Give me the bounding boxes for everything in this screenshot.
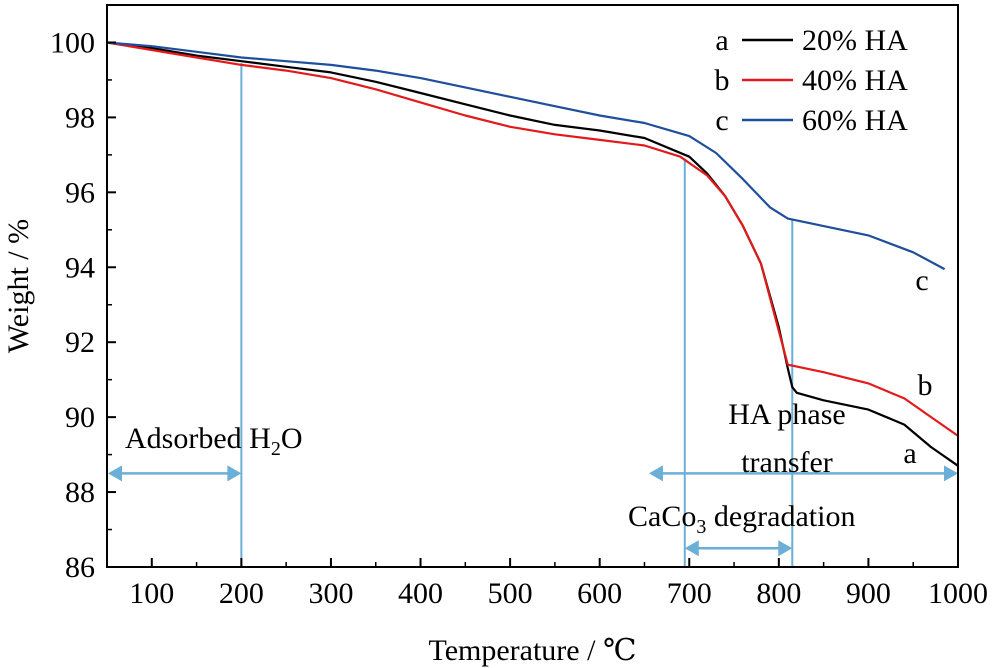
y-tick-label: 86 (65, 551, 95, 584)
legend-label-c: 60% HA (802, 104, 908, 137)
curve-label-b: b (918, 369, 933, 402)
y-axis-title: Weight / % (2, 219, 35, 353)
legend-label-a: 20% HA (802, 24, 908, 57)
curve-labels: a b c (903, 264, 932, 470)
annotation-adsorbed-water: Adsorbed H2O (125, 422, 302, 460)
arrow-0-head-right (227, 465, 242, 482)
annotation-caco3-degradation: CaCo3 degradation (628, 500, 855, 538)
arrow-0-head-left (108, 465, 122, 482)
legend-letter-a: a (715, 24, 728, 57)
x-tick-label: 500 (488, 577, 533, 610)
x-tick-label: 1000 (928, 577, 988, 610)
legend-label-b: 40% HA (802, 64, 908, 97)
series-line-a (106, 41, 959, 467)
guide-lines (240, 63, 794, 567)
y-tick-label: 100 (50, 26, 95, 59)
series-line-c (106, 41, 946, 271)
series-line-b (106, 41, 959, 437)
y-tick-label: 92 (65, 326, 95, 359)
arrow-2-head-left (684, 540, 699, 557)
legend-letter-b: b (715, 64, 730, 97)
x-tick-label: 200 (219, 577, 264, 610)
tick-labels: 100 200 300 400 500 600 700 800 900 1000 86 88 90 92 9… (50, 26, 988, 610)
x-axis-title: Temperature / ℃ (428, 634, 636, 667)
annotation-ha-phase-line2: transfer (741, 446, 833, 479)
plot-frame (106, 4, 959, 568)
x-tick-label: 800 (756, 577, 801, 610)
y-tick-label: 90 (65, 401, 95, 434)
x-tick-label: 600 (577, 577, 622, 610)
axis-ticks (107, 41, 959, 568)
x-tick-label: 300 (308, 577, 353, 610)
legend-letter-c: c (715, 104, 728, 137)
y-tick-label: 96 (65, 176, 95, 209)
y-tick-label: 98 (65, 101, 95, 134)
annotation-texts: Adsorbed H2O HA phase transfer CaCo3 deg… (125, 398, 855, 538)
series-curves (106, 41, 959, 467)
legend: a 20% HA b 40% HA c 60% HA (715, 24, 909, 137)
y-tick-label: 88 (65, 476, 95, 509)
arrow-2-head-right (778, 540, 793, 557)
x-tick-label: 900 (846, 577, 891, 610)
curve-label-c: c (915, 264, 928, 297)
arrow-1-head-right (944, 465, 958, 482)
annotation-ha-phase-line1: HA phase (728, 398, 845, 431)
annotation-arrows (108, 465, 958, 557)
arrow-1-head-left (648, 465, 663, 482)
x-tick-label: 100 (129, 577, 174, 610)
y-tick-label: 94 (65, 251, 95, 284)
curve-label-a: a (903, 437, 916, 470)
x-tick-label: 400 (398, 577, 443, 610)
x-tick-label: 700 (667, 577, 712, 610)
